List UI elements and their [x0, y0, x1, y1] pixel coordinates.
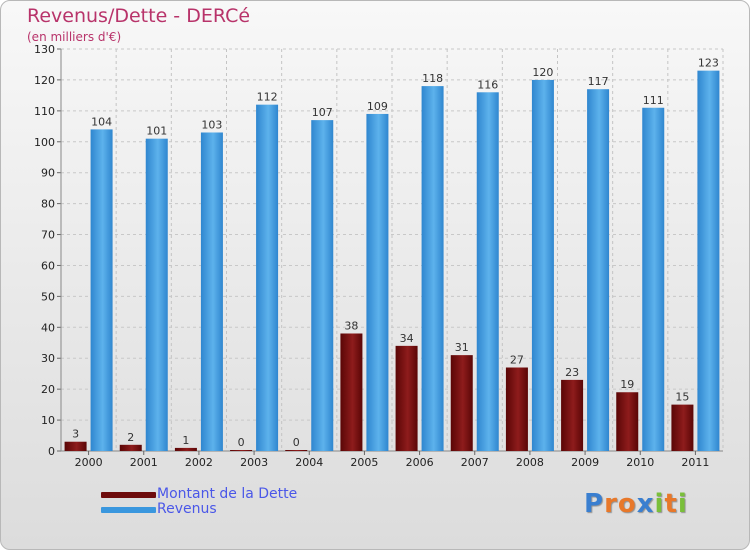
revenue-bar-value-label: 103 — [201, 118, 222, 131]
debt-bar — [671, 404, 694, 451]
debt-bar — [64, 441, 87, 451]
debt-bar-value-label: 19 — [620, 378, 634, 391]
debt-bar-value-label: 0 — [238, 436, 245, 449]
revenue-bar — [421, 86, 444, 451]
x-tick-label: 2007 — [461, 456, 489, 469]
revenue-bar-value-label: 118 — [422, 72, 443, 85]
x-tick-label: 2008 — [516, 456, 544, 469]
debt-bar — [174, 447, 197, 451]
chart-title: Revenus/Dette - DERCé — [27, 5, 251, 27]
debt-bar — [285, 450, 308, 451]
x-tick-label: 2002 — [185, 456, 213, 469]
y-tick-label: 90 — [41, 167, 55, 180]
revenue-bar-value-label: 107 — [312, 106, 333, 119]
y-tick-label: 60 — [41, 259, 55, 272]
revenue-bar-value-label: 117 — [588, 75, 609, 88]
revenue-bar-value-label: 104 — [91, 115, 112, 128]
debt-bar — [450, 355, 473, 451]
debt-bar — [119, 444, 142, 451]
debt-bar — [340, 333, 363, 451]
revenue-bar — [200, 132, 223, 451]
debt-bar-value-label: 1 — [182, 434, 189, 447]
revenue-bar — [642, 107, 665, 451]
x-tick-label: 2011 — [681, 456, 709, 469]
chart-subtitle: (en milliers d'€) — [27, 30, 122, 44]
logo-letter: i — [654, 489, 665, 519]
logo-letter: t — [664, 489, 678, 519]
y-tick-label: 0 — [48, 445, 55, 458]
debt-bar-value-label: 23 — [565, 366, 579, 379]
debt-bar — [561, 379, 584, 451]
logo-letter: x — [636, 489, 655, 519]
y-tick-label: 130 — [34, 43, 55, 56]
x-tick-label: 2009 — [571, 456, 599, 469]
revenue-bar — [697, 70, 720, 452]
x-tick-label: 2001 — [130, 456, 158, 469]
y-tick-label: 80 — [41, 198, 55, 211]
revenue-bar-value-label: 111 — [643, 94, 664, 107]
debt-bar — [616, 392, 639, 451]
x-tick-label: 2006 — [406, 456, 434, 469]
revenue-bar-value-label: 123 — [698, 57, 719, 70]
debt-bar-value-label: 3 — [72, 428, 79, 441]
x-tick-label: 2004 — [295, 456, 323, 469]
revenue-bar-value-label: 116 — [477, 78, 498, 91]
revenue-bar-value-label: 101 — [146, 125, 167, 138]
debt-bar-value-label: 27 — [510, 354, 524, 367]
debt-bar-value-label: 15 — [675, 391, 689, 404]
revenue-bar — [90, 129, 113, 451]
revenue-bar — [256, 104, 279, 452]
revenue-bar — [531, 79, 554, 451]
revenue-bar-value-label: 120 — [532, 66, 553, 79]
x-tick-label: 2000 — [75, 456, 103, 469]
revenue-bar — [311, 120, 334, 451]
y-tick-label: 110 — [34, 105, 55, 118]
logo-letter: i — [677, 489, 688, 519]
revenue-bar-value-label: 112 — [257, 91, 278, 104]
y-tick-label: 100 — [34, 136, 55, 149]
legend-label-debt: Montant de la Dette — [157, 486, 298, 502]
y-tick-label: 40 — [41, 321, 55, 334]
y-tick-label: 20 — [41, 383, 55, 396]
revenue-bar — [366, 113, 389, 451]
debt-bar — [395, 345, 418, 451]
legend-swatch-revenue — [101, 507, 156, 513]
x-tick-label: 2003 — [240, 456, 268, 469]
debt-bar — [230, 450, 253, 451]
x-tick-label: 2010 — [626, 456, 654, 469]
debt-bar-value-label: 31 — [455, 341, 469, 354]
logo-letter: P — [584, 489, 605, 519]
y-tick-label: 70 — [41, 229, 55, 242]
debt-bar — [505, 367, 528, 451]
legend-swatch-debt — [101, 492, 156, 498]
x-tick-label: 2005 — [350, 456, 378, 469]
debt-bar-value-label: 2 — [127, 431, 134, 444]
y-tick-label: 50 — [41, 290, 55, 303]
y-tick-label: 30 — [41, 352, 55, 365]
y-tick-label: 120 — [34, 74, 55, 87]
logo-letter: r — [604, 489, 618, 519]
logo-letter: o — [617, 489, 637, 519]
legend-label-revenue: Revenus — [157, 501, 217, 517]
debt-bar-value-label: 34 — [400, 332, 414, 345]
proxiti-logo: Proxiti — [584, 489, 688, 519]
y-tick-label: 10 — [41, 414, 55, 427]
debt-bar-value-label: 38 — [344, 319, 358, 332]
revenue-bar — [145, 138, 168, 451]
revenue-bar — [476, 92, 499, 452]
revenue-bar-value-label: 109 — [367, 100, 388, 113]
debt-bar-value-label: 0 — [293, 436, 300, 449]
revenue-bar — [587, 89, 610, 451]
